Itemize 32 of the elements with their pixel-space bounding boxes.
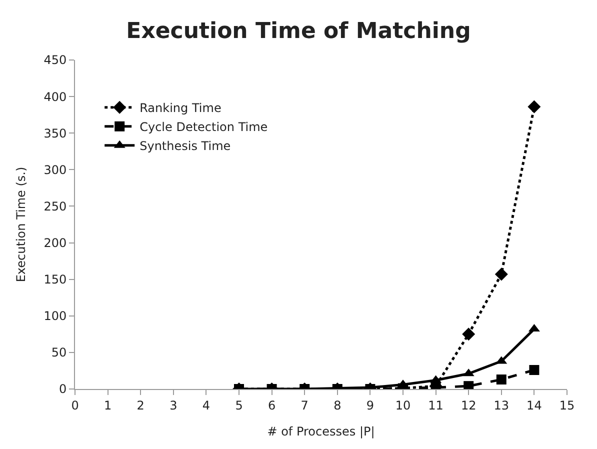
y-tick-label: 250 (44, 199, 67, 214)
x-tick-label: 10 (395, 398, 411, 412)
x-tick-label: 6 (268, 398, 276, 412)
x-tick-label: 11 (428, 398, 444, 412)
y-tick-label: 0 (58, 382, 67, 396)
legend-label: Synthesis Time (140, 139, 231, 154)
x-tick-label: 14 (526, 398, 542, 412)
legend-label: Ranking Time (140, 101, 222, 116)
x-tick-label: 8 (334, 398, 342, 412)
x-tick-label: 5 (235, 398, 243, 412)
y-tick-label: 100 (44, 309, 67, 324)
y-tick-label: 50 (51, 346, 67, 360)
y-tick-label: 400 (44, 90, 67, 104)
y-tick-label: 200 (44, 236, 67, 250)
x-tick-label: 4 (202, 398, 210, 412)
x-tick-label: 0 (71, 398, 79, 412)
chart-title: Execution Time of Matching (126, 18, 471, 44)
x-tick-label: 15 (559, 398, 575, 412)
x-tick-label: 9 (366, 398, 374, 412)
y-tick-label: 450 (44, 53, 67, 68)
x-axis-title: # of Processes |P| (267, 424, 375, 438)
x-tick-label: 1 (104, 398, 112, 412)
y-axis-title: Execution Time (s.) (14, 166, 28, 282)
y-tick-label: 350 (44, 126, 67, 140)
x-tick-label: 7 (300, 398, 308, 412)
y-tick-label: 150 (44, 272, 67, 287)
x-tick-label: 13 (494, 398, 510, 412)
y-tick-label: 300 (44, 162, 67, 177)
legend-label: Cycle Detection Time (140, 120, 268, 134)
x-tick-label: 2 (136, 398, 144, 412)
x-tick-label: 3 (170, 398, 178, 412)
x-tick-label: 12 (460, 398, 476, 412)
